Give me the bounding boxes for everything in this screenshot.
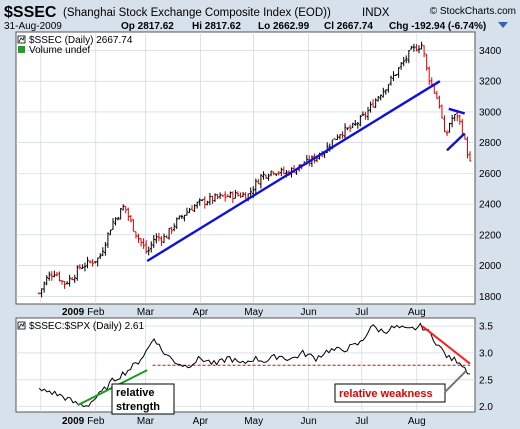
quote-open: Op 2817.62 — [121, 21, 174, 32]
ratio-y-tick: 2.5 — [479, 375, 493, 386]
price-x-tick: Jun — [301, 307, 317, 318]
ratio-y-axis: 2.0 2.5 3.0 3.5 — [479, 322, 493, 414]
ratio-x-tick: 2009 — [62, 416, 85, 427]
stockcharts-watermark: © StockCharts.com — [430, 6, 516, 17]
trendline-channel-bottom — [446, 132, 466, 152]
price-y-tick: 3200 — [479, 77, 502, 88]
relative-weakness-label: relative weakness — [339, 388, 433, 400]
quote-low: Lo 2662.99 — [258, 21, 310, 32]
legend-volume-swatch — [18, 46, 25, 53]
ratio-x-tick: Apr — [193, 416, 209, 427]
legend-ratio-swatch — [17, 321, 26, 330]
chart-exchange: INDX — [362, 7, 390, 19]
quote-date: 31-Aug-2009 — [4, 21, 62, 32]
relative-strength-label-1: relative — [116, 387, 155, 399]
ratio-x-axis: 2009 Feb Mar Apr May Jun Jul Aug — [62, 416, 426, 427]
chart-index-name: (Shanghai Stock Exchange Composite Index… — [63, 7, 331, 19]
trendline-channel-top — [448, 107, 466, 115]
price-trendlines — [146, 80, 466, 262]
ratio-x-tick: May — [244, 416, 263, 427]
price-bars — [37, 41, 472, 298]
quote-change: Chg -192.94 (-6.74%) — [389, 21, 486, 32]
ratio-x-tick: Feb — [87, 416, 105, 427]
price-x-tick: Feb — [87, 307, 105, 318]
relative-strength-callout: relative strength — [111, 383, 175, 415]
legend-price: $SSEC (Daily) 2667.74 — [29, 35, 133, 46]
price-y-tick: 3000 — [479, 107, 502, 118]
relative-weakness-pointer — [444, 370, 467, 393]
legend-volume: Volume undef — [29, 45, 90, 56]
quote-high: Hi 2817.62 — [192, 21, 241, 32]
price-x-axis: 2009 Feb Mar Apr May Jun Jul Aug — [62, 307, 426, 318]
trendline-support — [146, 80, 441, 262]
price-x-tick: Aug — [408, 307, 426, 318]
price-y-tick: 2800 — [479, 138, 502, 149]
price-y-axis: 1800 2000 2200 2400 2600 2800 3000 3200 3400 — [479, 46, 502, 303]
price-x-tick: 2009 — [62, 307, 85, 318]
price-x-tick: Jul — [355, 307, 368, 318]
legend-price-icon — [18, 36, 25, 43]
price-y-tick: 2400 — [479, 200, 502, 211]
price-x-tick: Apr — [193, 307, 209, 318]
chart-symbol: $SSEC — [4, 4, 57, 21]
ratio-x-tick: Jul — [355, 416, 368, 427]
chart-options-dropdown-icon[interactable] — [498, 22, 508, 28]
ratio-y-tick: 3.5 — [479, 322, 493, 333]
legend-ratio-icon — [18, 322, 25, 329]
legend-ratio: $SSEC:$SPX (Daily) 2.61 — [29, 321, 144, 332]
price-x-tick: May — [244, 307, 263, 318]
trendline-relative-weakness — [421, 325, 471, 365]
relative-strength-box — [111, 383, 175, 415]
price-y-tick: 2000 — [479, 261, 502, 272]
legend-price-swatch — [17, 35, 26, 44]
price-y-tick: 2200 — [479, 230, 502, 241]
relative-weakness-box — [334, 383, 446, 403]
price-y-tick: 2600 — [479, 169, 502, 180]
ratio-x-tick: Mar — [137, 416, 155, 427]
ratio-x-tick: Aug — [408, 416, 426, 427]
relative-weakness-callout: relative weakness — [334, 370, 467, 403]
ratio-y-tick: 3.0 — [479, 348, 493, 359]
price-y-tick: 3400 — [479, 46, 502, 57]
quote-close: Cl 2667.74 — [324, 21, 373, 32]
ratio-y-tick: 2.0 — [479, 402, 493, 413]
relative-strength-label-2: strength — [116, 401, 160, 413]
price-x-tick: Mar — [137, 307, 155, 318]
ratio-x-tick: Jun — [301, 416, 317, 427]
ratio-series-line — [38, 322, 471, 408]
price-y-tick: 1800 — [479, 292, 502, 303]
